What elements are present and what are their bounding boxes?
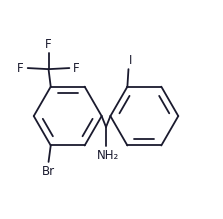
Text: NH₂: NH₂ <box>97 149 119 162</box>
Text: I: I <box>129 54 132 67</box>
Text: Br: Br <box>42 165 55 178</box>
Text: F: F <box>45 37 52 51</box>
Text: F: F <box>17 62 23 74</box>
Text: F: F <box>73 62 79 74</box>
